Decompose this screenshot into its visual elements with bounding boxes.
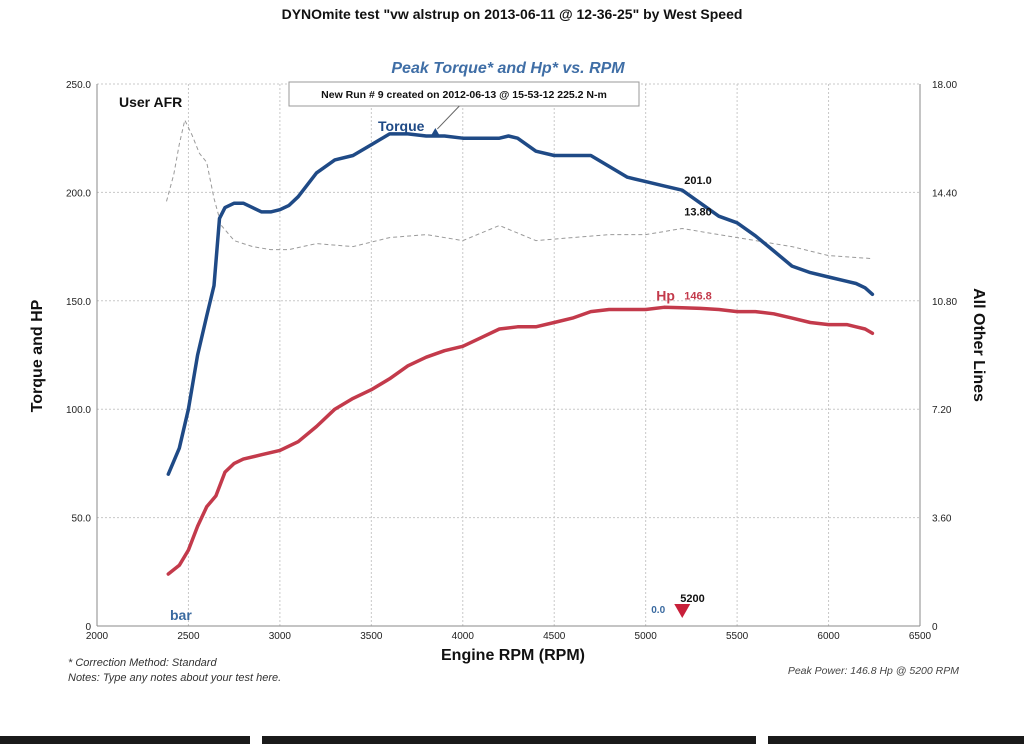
torque-line (166, 132, 875, 476)
x-tick-label: 4000 (452, 631, 475, 642)
afr-series-label: User AFR (119, 94, 182, 110)
chart-main-title: DYNOmite test "vw alstrup on 2013-06-11 … (281, 6, 743, 22)
y-tick-label: 150.0 (66, 297, 91, 308)
torque-readout-value: 201.0 (684, 175, 712, 187)
y2-tick-label: 14.40 (932, 188, 957, 199)
torque-leader-line (436, 105, 460, 130)
peak-power-summary: Peak Power: 146.8 Hp @ 5200 RPM (787, 665, 959, 677)
correction-method-note: * Correction Method: Standard (68, 657, 217, 669)
chart-subtitle: Peak Torque* and Hp* vs. RPM (391, 60, 625, 77)
test-notes: Notes: Type any notes about your test he… (68, 672, 282, 684)
afr-series (166, 118, 873, 260)
torque-series-label: Torque (378, 118, 425, 134)
afr-line (166, 118, 873, 260)
x-tick-label: 5000 (635, 631, 658, 642)
x-tick-label: 6500 (909, 631, 932, 642)
bar-readout-value: 0.0 (651, 605, 665, 616)
y-tick-label: 100.0 (66, 405, 91, 416)
hp-series-label: Hp (656, 288, 675, 304)
x-tick-label: 5500 (726, 631, 749, 642)
x-axis-label: Engine RPM (RPM) (441, 647, 585, 664)
torque-peak-marker (431, 127, 440, 135)
scan-edge-right (768, 736, 1024, 744)
x-tick-label: 3000 (269, 631, 292, 642)
y-tick-label: 200.0 (66, 188, 91, 199)
x-tick-label: 4500 (543, 631, 566, 642)
y2-axis-label: All Other Lines (970, 288, 987, 402)
x-tick-label: 6000 (817, 631, 840, 642)
y-tick-label: 50.0 (72, 514, 92, 525)
info-box-text: New Run # 9 created on 2012-06-13 @ 15-5… (321, 89, 607, 101)
bar-series-label: bar (170, 607, 192, 623)
y2-tick-label: 10.80 (932, 297, 957, 308)
y2-tick-label: 0 (932, 622, 938, 633)
y2-tick-label: 3.60 (932, 514, 952, 525)
y-tick-label: 0 (85, 622, 91, 633)
tick-labels: 2000 2500 3000 3500 4000 4500 5000 5500 6000 6500… (66, 80, 957, 642)
y2-tick-label: 7.20 (932, 405, 952, 416)
afr-readout-value: 13.80 (684, 206, 712, 218)
scan-edge-left (0, 736, 250, 744)
hp-line (166, 305, 875, 576)
series-lines (166, 132, 875, 576)
x-tick-label: 3500 (360, 631, 383, 642)
rpm-cursor-label: 5200 (680, 593, 704, 605)
scan-edge-middle (262, 736, 756, 744)
y2-tick-label: 18.00 (932, 80, 957, 91)
x-tick-label: 2500 (177, 631, 200, 642)
axes (96, 84, 921, 627)
x-tick-label: 2000 (86, 631, 109, 642)
annotations: Peak Torque* and Hp* vs. RPM New Run # 9… (29, 60, 987, 664)
y-tick-label: 250.0 (66, 80, 91, 91)
y-axis-label: Torque and HP (29, 299, 46, 412)
rpm-cursor-marker (674, 604, 691, 618)
hp-peak-value: 146.8 (684, 291, 712, 303)
grid (97, 83, 920, 626)
info-box (288, 81, 640, 107)
